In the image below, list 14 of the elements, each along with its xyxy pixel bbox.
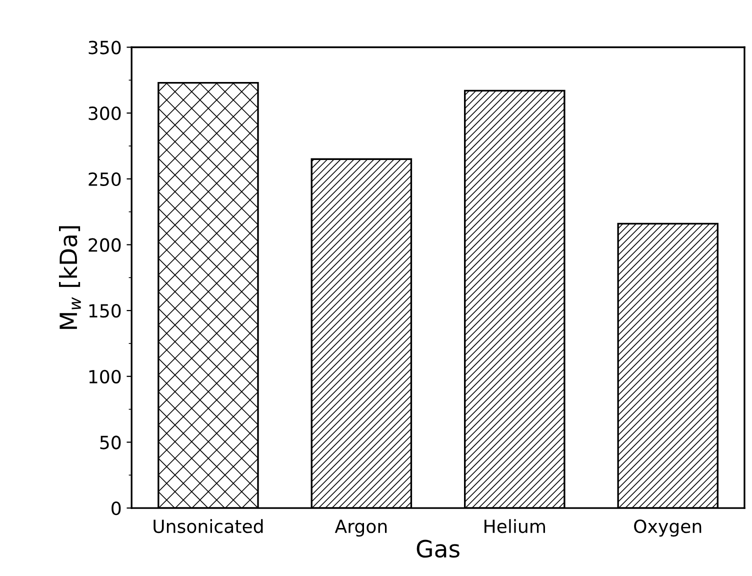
y-axis-title: M$_{w}$ [kDa] [59,226,81,329]
x-tick-label: Oxygen [634,519,702,537]
y-tick-label: 250 [88,172,121,186]
x-axis-title: Gas [416,540,460,558]
y-tick-label: 100 [89,370,121,384]
x-tick-label: Argon [334,520,387,537]
y-tick-label: 50 [100,436,121,450]
y-tick-label: 0 [112,501,121,516]
y-tick-label: 200 [88,238,121,252]
y-tick-label: 350 [88,40,121,54]
y-tick-label: 300 [88,106,121,120]
x-tick-label: Unsonicated [154,519,263,534]
x-tick-label: Helium [484,519,545,534]
y-tick-label: 150 [89,304,121,318]
